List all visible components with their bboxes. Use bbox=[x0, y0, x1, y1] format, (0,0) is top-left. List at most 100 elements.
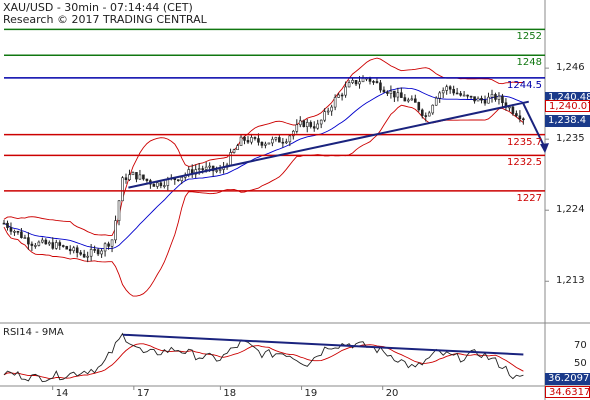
candle-body bbox=[337, 94, 340, 98]
candle-body bbox=[483, 99, 487, 104]
candle-body bbox=[497, 95, 501, 100]
candle-body bbox=[434, 97, 438, 106]
rsi-tick-label: 50 bbox=[574, 357, 587, 369]
candlestick-series bbox=[2, 75, 525, 263]
candle-body bbox=[267, 142, 271, 145]
candle-body bbox=[271, 138, 274, 144]
candle-body bbox=[407, 99, 410, 102]
price-tick-label: 1,224 bbox=[556, 204, 585, 216]
candle-body bbox=[347, 82, 351, 88]
price-badge: 1,238.4 bbox=[545, 115, 590, 128]
candle-body bbox=[246, 140, 250, 143]
candle-body bbox=[487, 96, 490, 104]
candle-body bbox=[58, 242, 62, 246]
candle-body bbox=[382, 89, 386, 93]
candle-body bbox=[48, 242, 51, 245]
candle-body bbox=[410, 98, 414, 101]
horizontal-levels bbox=[4, 28, 545, 192]
candle-body bbox=[204, 166, 208, 170]
trendlines bbox=[52, 67, 549, 390]
candle-body bbox=[312, 126, 316, 129]
rsi-panel bbox=[3, 332, 524, 383]
forecast-arrow-head bbox=[540, 143, 549, 154]
bollinger-upper bbox=[3, 57, 524, 236]
candle-body bbox=[197, 168, 201, 170]
chart-credit: Research © 2017 TRADING CENTRAL bbox=[3, 13, 207, 26]
candle-body bbox=[469, 95, 473, 98]
candle-body bbox=[61, 245, 65, 247]
candle-body bbox=[180, 177, 184, 181]
candle-body bbox=[124, 177, 128, 181]
candle-body bbox=[323, 111, 326, 121]
candle-body bbox=[9, 227, 13, 232]
candle-body bbox=[448, 86, 452, 90]
candle-body bbox=[131, 172, 135, 176]
level-label: 1235.7 bbox=[507, 136, 542, 148]
candle-body bbox=[34, 245, 37, 247]
candle-body bbox=[243, 136, 246, 141]
candle-body bbox=[72, 247, 76, 252]
candle-body bbox=[163, 185, 166, 187]
candle-body bbox=[358, 81, 361, 85]
candle-body bbox=[309, 122, 313, 127]
candle-body bbox=[100, 250, 103, 255]
candle-body bbox=[490, 94, 494, 98]
rsi-ma-badge: 34.6317 bbox=[545, 386, 590, 398]
candle-body bbox=[417, 102, 421, 111]
candle-body bbox=[441, 90, 445, 94]
candle-body bbox=[20, 231, 23, 238]
candle-body bbox=[445, 86, 448, 91]
candle-body bbox=[400, 92, 403, 98]
candle-body bbox=[285, 141, 288, 144]
level-label: 1232.5 bbox=[507, 157, 542, 169]
bollinger-bands bbox=[3, 57, 524, 297]
support-trendline bbox=[128, 100, 529, 189]
forecast-arrow-shaft bbox=[522, 103, 546, 149]
candle-body bbox=[368, 77, 372, 82]
rsi-trendline bbox=[122, 333, 524, 356]
candle-body bbox=[438, 92, 442, 99]
candle-body bbox=[54, 242, 58, 249]
candle-body bbox=[298, 120, 302, 126]
candle-body bbox=[117, 200, 121, 221]
candle-body bbox=[86, 255, 89, 258]
candle-body bbox=[138, 174, 142, 180]
candle-body bbox=[316, 123, 320, 129]
candle-body bbox=[107, 243, 110, 247]
rsi-ma-line bbox=[3, 343, 524, 380]
candle-body bbox=[250, 137, 253, 143]
candle-body bbox=[389, 90, 393, 94]
candle-body bbox=[114, 220, 117, 241]
price-tick-label: 1,246 bbox=[556, 62, 585, 74]
candle-body bbox=[142, 174, 145, 180]
candle-body bbox=[152, 183, 156, 187]
candle-body bbox=[494, 94, 497, 100]
candle-body bbox=[295, 124, 299, 132]
candle-body bbox=[135, 172, 138, 180]
time-tick-label: 18 bbox=[223, 388, 237, 399]
candle-body bbox=[232, 149, 236, 153]
candle-body bbox=[93, 249, 96, 251]
candle-body bbox=[455, 92, 459, 95]
candle-body bbox=[351, 80, 354, 83]
candle-body bbox=[305, 122, 309, 127]
rsi-title: RSI14 - 9MA bbox=[3, 327, 64, 338]
candle-body bbox=[239, 136, 243, 146]
candle-body bbox=[302, 120, 306, 127]
candle-body bbox=[501, 95, 504, 104]
candle-body bbox=[41, 239, 44, 243]
candle-body bbox=[156, 182, 159, 187]
candle-body bbox=[13, 231, 16, 233]
candle-body bbox=[68, 248, 72, 252]
candle-body bbox=[208, 165, 211, 168]
candle-body bbox=[476, 97, 480, 102]
candle-body bbox=[218, 169, 222, 171]
candle-body bbox=[522, 118, 525, 121]
candle-body bbox=[82, 253, 86, 258]
candle-body bbox=[201, 168, 204, 170]
time-tick-label: 14 bbox=[55, 388, 69, 399]
candle-body bbox=[23, 237, 27, 239]
candle-body bbox=[462, 94, 466, 97]
moving-average-line bbox=[3, 87, 524, 250]
